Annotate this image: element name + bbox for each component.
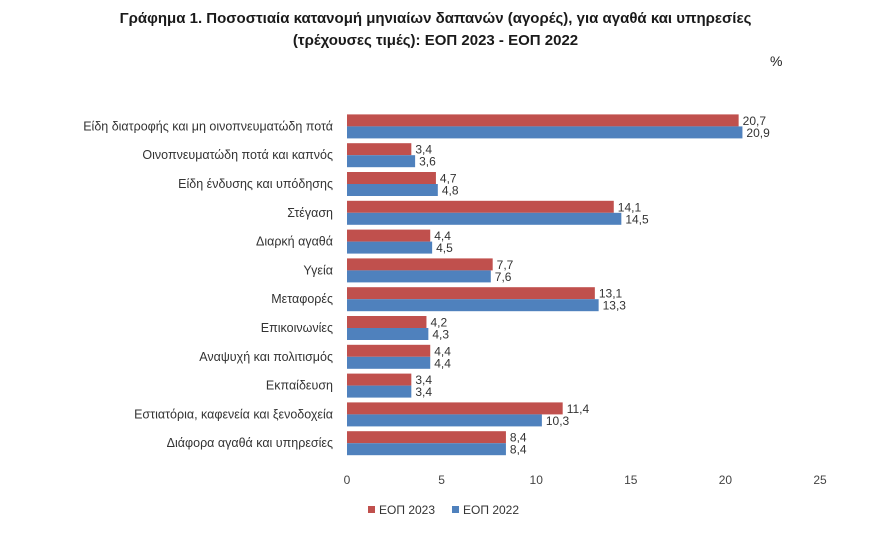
data-label: 3,6 <box>419 155 436 169</box>
data-label: 20,9 <box>746 126 770 140</box>
category-label: Μεταφορές <box>271 292 333 306</box>
bar-2023 <box>347 431 506 444</box>
x-tick-label: 5 <box>438 473 445 487</box>
category-label: Επικοινωνίες <box>261 321 333 335</box>
category-label: Είδη ένδυσης και υπόδησης <box>178 177 333 191</box>
data-label: 7,6 <box>495 270 512 284</box>
bar-2022 <box>347 299 599 312</box>
bar-2023 <box>347 172 436 184</box>
bar-2023 <box>347 287 595 300</box>
bar-2022 <box>347 328 429 340</box>
data-label: 4,8 <box>442 184 459 198</box>
bar-2022 <box>347 126 743 139</box>
data-label: 14,5 <box>625 212 649 226</box>
bar-2022 <box>347 212 622 225</box>
category-label: Είδη διατροφής και μη οινοπνευματώδη ποτ… <box>83 119 333 133</box>
data-label: 14,1 <box>618 200 642 214</box>
category-label: Αναψυχή και πολιτισμός <box>199 350 333 364</box>
data-label: 4,2 <box>430 316 447 330</box>
bar-2022 <box>347 184 438 196</box>
category-label: Διαρκή αγαθά <box>256 235 333 249</box>
bar-2023 <box>347 229 431 242</box>
chart-title-line1: Γράφημα 1. Ποσοστιαία κατανομή μηνιαίων … <box>119 10 752 27</box>
unit-label: % <box>770 53 783 69</box>
category-label: Διάφορα αγαθά και υπηρεσίες <box>167 436 333 450</box>
data-label: 4,5 <box>436 241 453 255</box>
bar-2023 <box>347 258 493 271</box>
data-label: 11,4 <box>567 402 590 416</box>
category-label: Εστιατόρια, καφενεία και ξενοδοχεία <box>134 407 333 421</box>
x-tick-label: 20 <box>719 473 733 487</box>
bar-2023 <box>347 344 431 357</box>
data-label: 13,1 <box>599 287 623 301</box>
data-label: 7,7 <box>497 258 514 272</box>
category-label: Υγεία <box>303 263 333 277</box>
chart-title-line2: (τρέχουσες τιμές): ΕΟΠ 2023 - ΕΟΠ 2022 <box>292 32 579 49</box>
bar-2023 <box>347 114 739 127</box>
data-label: 3,4 <box>415 143 432 157</box>
data-label: 4,4 <box>434 344 451 358</box>
legend-label: ΕΟΠ 2023 <box>379 503 435 517</box>
x-tick-label: 25 <box>813 473 827 487</box>
bar-2022 <box>347 443 506 456</box>
bar-2022 <box>347 270 491 283</box>
legend-label: ΕΟΠ 2022 <box>463 503 519 517</box>
legend-swatch <box>368 506 375 513</box>
bar-2022 <box>347 356 431 369</box>
data-label: 3,4 <box>415 373 432 387</box>
bar-2023 <box>347 200 614 213</box>
data-label: 3,4 <box>415 385 432 399</box>
category-label: Εκπαίδευση <box>266 379 333 393</box>
bar-2023 <box>347 143 412 156</box>
legend-swatch <box>452 506 459 513</box>
bar-2022 <box>347 155 416 168</box>
data-label: 4,7 <box>440 172 457 186</box>
bar-2023 <box>347 373 412 386</box>
data-label: 8,4 <box>510 443 527 457</box>
x-tick-label: 15 <box>624 473 638 487</box>
data-label: 4,4 <box>434 356 451 370</box>
data-label: 8,4 <box>510 431 527 445</box>
data-label: 4,3 <box>432 328 449 342</box>
bar-2022 <box>347 241 433 254</box>
data-label: 4,4 <box>434 229 451 243</box>
category-label: Οινοπνευματώδη ποτά και καπνός <box>142 148 333 162</box>
data-label: 20,7 <box>743 114 767 128</box>
data-label: 13,3 <box>603 299 627 313</box>
bar-2023 <box>347 316 427 328</box>
data-label: 10,3 <box>546 414 570 428</box>
bar-2022 <box>347 385 412 398</box>
x-tick-label: 10 <box>530 473 544 487</box>
category-label: Στέγαση <box>287 206 333 220</box>
x-tick-label: 0 <box>344 473 351 487</box>
bar-2023 <box>347 402 563 415</box>
chart-title: Γράφημα 1. Ποσοστιαία κατανομή μηνιαίων … <box>0 8 871 52</box>
bar-2022 <box>347 414 542 427</box>
